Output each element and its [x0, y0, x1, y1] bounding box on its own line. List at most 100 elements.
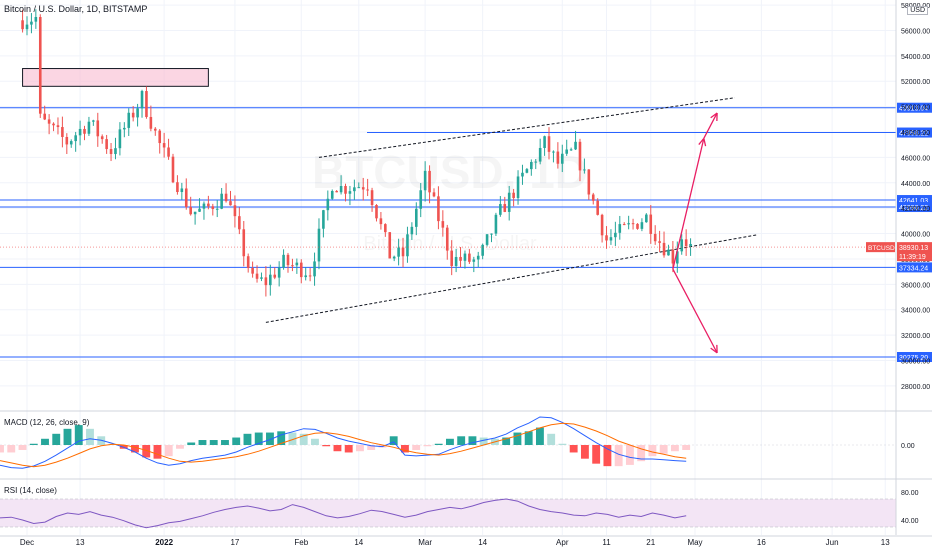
projection-arrows[interactable]	[672, 112, 718, 354]
candle-down	[600, 214, 604, 236]
candle-up	[92, 120, 95, 122]
price-tick-label: 44000.00	[901, 181, 930, 188]
candle-down	[388, 232, 392, 259]
macd-histogram-bar	[682, 445, 691, 450]
candle-up	[322, 210, 325, 229]
candle-up	[25, 24, 29, 30]
candle-up	[326, 198, 330, 211]
candle-down	[162, 143, 166, 148]
time-tick-label: 21	[646, 538, 655, 547]
macd-histogram-bar	[7, 445, 16, 453]
candle-up	[627, 223, 630, 225]
macd-histogram-bar	[311, 438, 319, 445]
macd-histogram-bar	[603, 445, 612, 467]
trend-channel[interactable]	[265, 97, 758, 323]
candle-up	[525, 169, 529, 173]
candlesticks	[0, 9, 896, 297]
candle-up	[215, 208, 219, 210]
macd-label: MACD (12, 26, close, 9)	[4, 418, 90, 427]
candle-up	[689, 243, 692, 247]
candle-up	[494, 214, 498, 234]
candle-up	[295, 262, 299, 266]
candle-up	[454, 256, 458, 266]
macd-histogram-bar	[389, 436, 398, 445]
macd-histogram-bar	[209, 440, 218, 445]
level-label-bg	[897, 127, 932, 138]
candle-down	[149, 116, 153, 129]
candle-up	[490, 233, 493, 235]
candle-up	[118, 129, 122, 149]
candle-down	[211, 206, 215, 210]
candle-up	[516, 176, 520, 199]
candle-down	[21, 20, 24, 30]
candle-up	[78, 128, 82, 136]
candle-up	[317, 228, 321, 262]
candle-up	[485, 234, 489, 245]
candle-down	[379, 218, 383, 225]
price-tick-label: 48000.00	[901, 130, 930, 137]
candle-up	[34, 17, 38, 22]
resistance-zone[interactable]	[22, 68, 209, 87]
candle-down	[233, 205, 237, 217]
candle-down	[96, 120, 100, 137]
rsi-label: RSI (14, close)	[4, 486, 57, 495]
macd-histogram-bar	[0, 445, 4, 453]
current-price-label: 38930.13	[899, 245, 928, 252]
candle-down	[445, 227, 449, 251]
candle-up	[123, 127, 126, 130]
candle-up	[521, 172, 524, 177]
projection-arrow	[672, 138, 705, 270]
candle-up	[530, 161, 533, 170]
candle-up	[304, 275, 308, 278]
candle-down	[556, 151, 560, 164]
candle-down	[578, 141, 582, 171]
macd-histogram-bar	[356, 445, 364, 452]
candle-down	[273, 274, 277, 278]
macd-histogram-bar	[625, 445, 634, 465]
macd-histogram-bar	[74, 425, 83, 445]
candle-up	[353, 187, 356, 192]
candle-up	[560, 153, 564, 164]
level-label: 49913.04	[899, 106, 928, 113]
price-tick-label: 36000.00	[901, 282, 930, 289]
candle-down	[428, 170, 431, 193]
candle-up	[574, 141, 577, 150]
macd-histogram-bar	[423, 445, 432, 447]
time-tick-label: Apr	[556, 538, 569, 547]
candle-up	[282, 254, 285, 268]
candle-down	[591, 194, 595, 201]
price-tick-label: 40000.00	[901, 232, 930, 239]
candle-up	[645, 214, 648, 223]
candle-up	[614, 232, 617, 238]
candle-down	[286, 254, 290, 266]
level-label: 30275.20	[899, 355, 928, 362]
time-tick-label: 14	[354, 538, 363, 547]
candle-down	[344, 185, 347, 194]
macd-histogram-bar	[670, 445, 679, 452]
candle-down	[684, 239, 688, 247]
time-tick-label: 17	[230, 538, 239, 547]
level-label-bg	[897, 102, 932, 113]
candle-down	[441, 221, 445, 228]
price-tick-label: 52000.00	[901, 79, 930, 86]
candle-down	[83, 128, 86, 134]
candle-down	[299, 262, 303, 278]
macd-histogram-bar	[221, 440, 229, 445]
chart-title: Bitcoin / U.S. Dollar, 1D, BITSTAMP	[4, 4, 148, 14]
macd-histogram-bar	[18, 445, 27, 450]
macd-histogram-bar	[333, 445, 342, 452]
macd-histogram-bar	[299, 433, 308, 445]
candle-down	[38, 17, 42, 114]
candle-down	[605, 235, 608, 241]
rsi-pane	[0, 498, 896, 529]
arrow-head	[698, 137, 705, 145]
candle-up	[552, 151, 555, 153]
macd-histogram-bar	[367, 445, 376, 450]
currency-badge[interactable]: USD	[907, 6, 928, 15]
level-label: 42090.22	[899, 205, 928, 212]
time-axis[interactable]: Dec 13 2022 17 Feb 14 Mar 14 Apr 11 21 May 16 Jun 13	[20, 538, 890, 547]
level-label-bg	[897, 352, 932, 363]
candle-down	[401, 247, 405, 257]
